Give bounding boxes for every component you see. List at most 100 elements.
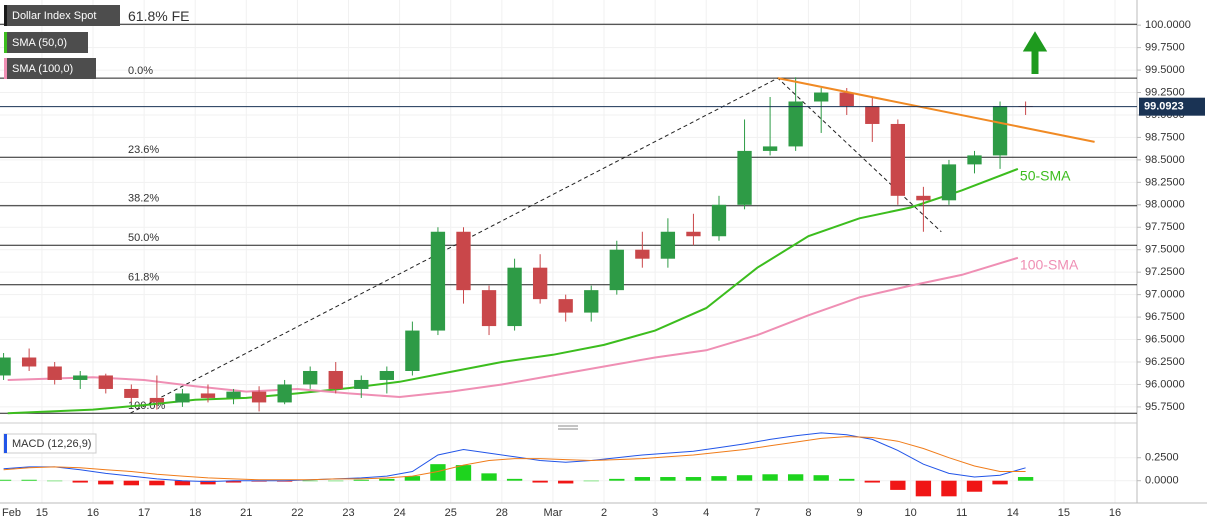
candle-body [303,370,318,385]
macd-line [3,432,1026,483]
legend-box [4,5,120,26]
candle-body [788,101,803,147]
candle-body [532,267,548,300]
candle-body [941,164,957,201]
trendline [777,77,1095,143]
legend-label: SMA (50,0) [12,37,67,49]
y-tick-label: 98.7500 [1145,131,1185,143]
candle-body [98,375,113,389]
x-tick-label: 14 [1007,507,1019,519]
candle-body [916,195,931,201]
y-tick-label: 99.5000 [1145,64,1185,76]
candle-body [609,249,624,291]
legend-label: Dollar Index Spot [12,10,96,22]
candle-body [711,204,727,237]
x-tick-label: 17 [138,507,150,519]
candle-body [865,105,880,124]
sma-annotation: 50-SMA [1020,168,1071,184]
candle-body [379,370,394,380]
x-tick-label: 15 [36,507,48,519]
histogram-bar [506,478,523,481]
histogram-bar [328,480,344,482]
y-tick-label: 96.7500 [1145,311,1185,323]
y-tick-label: 96.0000 [1145,378,1185,390]
candle-body [47,366,62,380]
x-tick-label: 8 [805,507,811,519]
candle-body [200,393,216,398]
histogram-bar [941,480,957,497]
histogram-bar [0,479,12,481]
sma-line [7,256,1019,399]
histogram-bar [711,476,727,481]
histogram-bar [992,480,1008,485]
x-tick-label: 3 [652,507,658,519]
histogram-bar [47,480,63,482]
histogram-bar [787,474,804,481]
x-tick-label: 25 [445,507,457,519]
candle-body [405,330,420,371]
x-tick-label: 2 [601,507,607,519]
y-tick-label: 100.0000 [1145,19,1191,31]
x-tick-label: 16 [1109,507,1121,519]
candle-body [584,290,599,313]
candle-body [328,370,343,389]
x-tick-label: 9 [856,507,862,519]
histogram-bar [1017,477,1034,481]
histogram-bar [813,475,829,481]
candle-body [992,105,1008,156]
last-price-box [1139,97,1205,116]
y-tick-label: 98.2500 [1145,176,1185,188]
y-tick-label: 97.2500 [1145,266,1185,278]
histogram-bar [532,480,548,483]
histogram-bar [583,480,599,482]
macd-line [3,436,1026,481]
histogram-bar [839,478,855,481]
candle-body [967,155,982,165]
y-tick-label: 0.2500 [1145,452,1179,464]
candle-body [149,397,165,403]
x-tick-label: 22 [291,507,303,519]
histogram-bar [123,480,139,486]
histogram-bar [430,464,446,481]
histogram-bar [353,479,369,481]
y-tick-label: 97.7500 [1145,221,1185,233]
x-tick-label: Mar [543,507,562,519]
legend-swatch [4,434,7,453]
histogram-bar [558,480,574,484]
fib-label: 61.8% FE [128,8,189,24]
histogram-bar [302,480,318,482]
histogram-bar [379,478,395,481]
x-tick-label: 7 [754,507,760,519]
y-tick-label: 98.5000 [1145,154,1185,166]
candle-body [839,92,854,106]
candle-body [890,123,906,196]
histogram-bar [481,473,497,481]
candle-body [226,391,241,398]
x-tick-label: 21 [240,507,252,519]
histogram-bar [966,480,983,492]
histogram-bar [660,477,676,481]
y-tick-label: 97.0000 [1145,289,1185,301]
histogram-bar [98,480,114,485]
y-tick-label: 99.7500 [1145,42,1185,54]
histogram-bar [149,480,165,486]
legend-swatch [4,32,7,53]
histogram-bar [915,480,932,497]
histogram-bar [72,480,88,483]
last-price-label: 99.0923 [1144,101,1184,113]
candle-body [175,393,190,403]
histogram-bar [200,480,216,485]
candle-body [814,92,829,102]
candle-body [430,231,446,331]
x-tick-label: 4 [703,507,709,519]
histogram-bar [21,479,37,481]
x-tick-label: 28 [496,507,508,519]
x-tick-label: 24 [393,507,405,519]
candle-body [456,231,471,291]
fib-label: 61.8% [128,272,159,284]
x-tick-label: Feb [2,507,21,519]
y-tick-label: 98.0000 [1145,199,1185,211]
candle-body [507,267,522,327]
